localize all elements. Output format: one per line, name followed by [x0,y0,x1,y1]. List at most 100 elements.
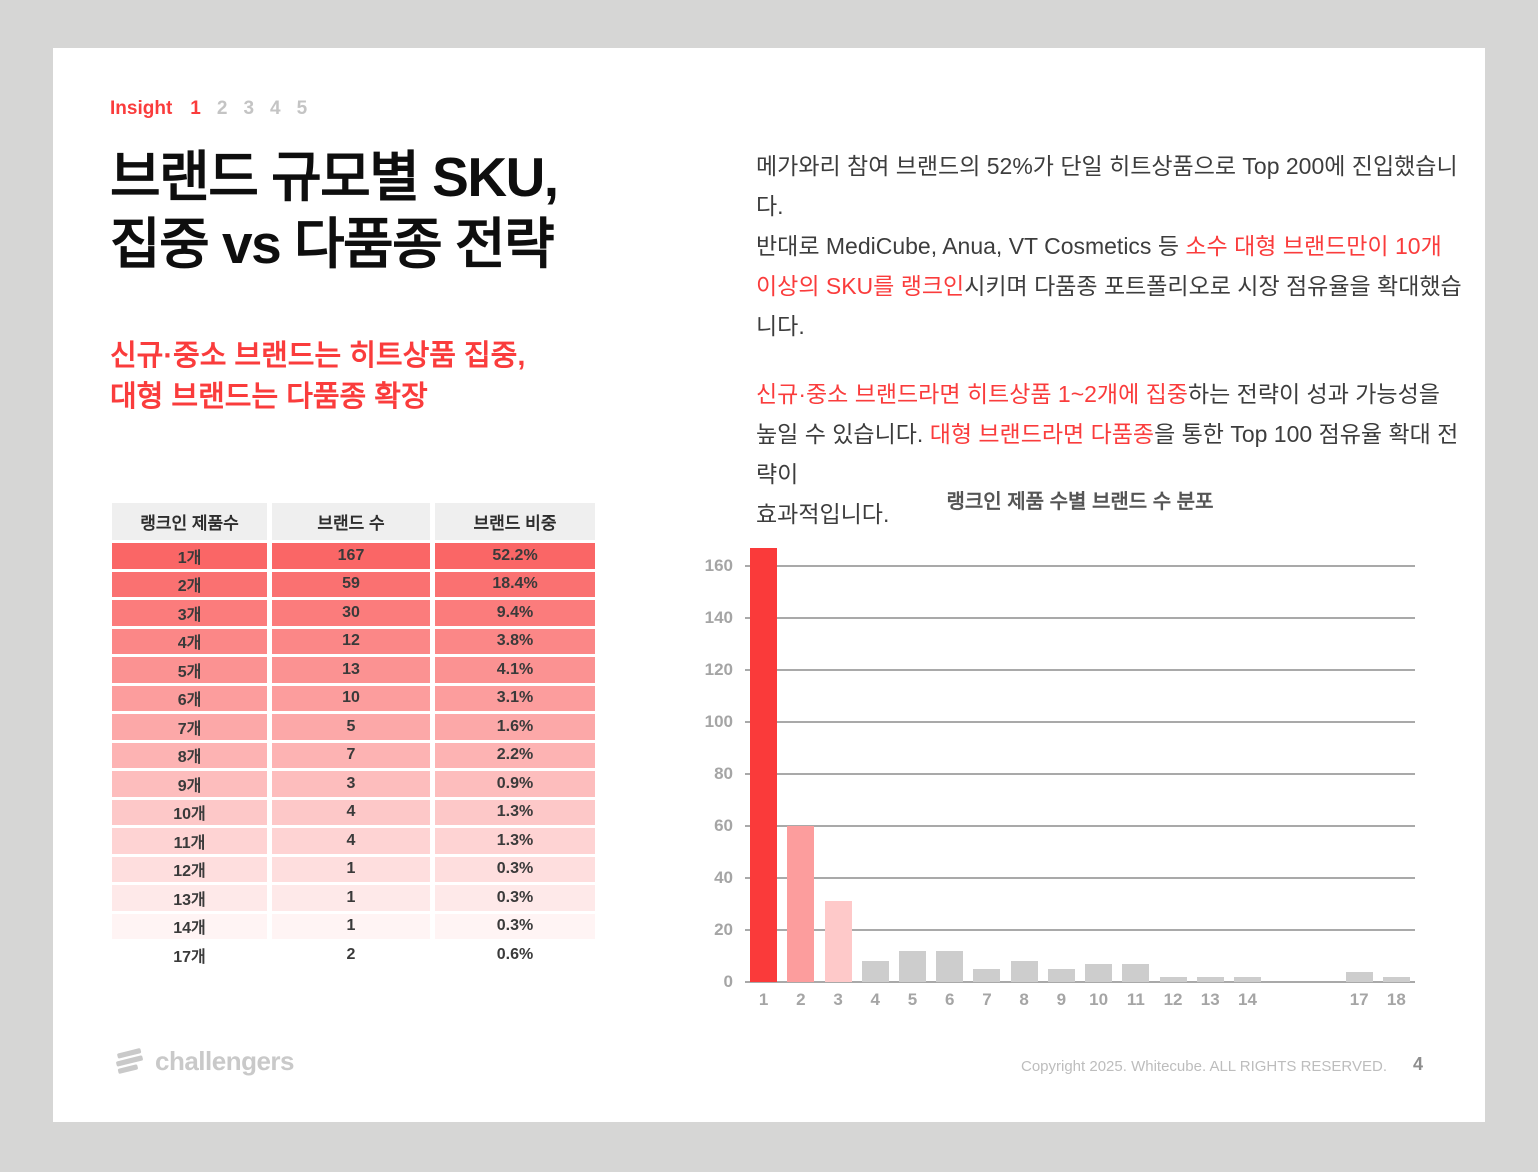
page-number: 4 [1412,1054,1423,1074]
table-cell: 167 [272,543,430,569]
table-cell: 59 [272,571,430,597]
gridline [745,981,1415,983]
nav-item-4[interactable]: 4 [270,98,281,119]
y-axis-tick-label: 60 [714,816,733,836]
table-cell: 1 [272,885,430,911]
table-cell: 7 [272,742,430,768]
table-header-cell: 브랜드 비중 [435,503,595,540]
page-subtitle-line2: 대형 브랜드는 다품종 확장 [110,381,428,413]
x-axis-tick-label: 9 [1056,990,1067,1009]
table-cell: 30 [272,600,430,626]
x-axis-tick-label: 12 [1163,990,1183,1009]
bar-10 [1085,963,1113,982]
bar-8 [1010,961,1038,982]
nav-item-3[interactable]: 3 [243,98,255,119]
gridline [745,565,1415,568]
x-axis-tick-label: 17 [1349,990,1369,1009]
bar-9 [1047,969,1075,982]
bar-1 [750,548,778,982]
table-cell: 18.4% [435,571,595,597]
table-cell: 3 [272,771,430,797]
table-cell: 1개 [112,543,267,569]
table-cell: 8개 [112,742,267,768]
table-cell: 10개 [112,799,267,825]
x-axis-tick-label: 11 [1126,990,1145,1009]
insight-label: Insight [110,98,173,119]
table-cell: 9.4% [435,600,595,626]
nav-item-1[interactable]: 1 [190,98,201,119]
table-cell: 6개 [112,685,267,711]
gridline [745,721,1415,724]
table-cell: 13 [272,657,430,683]
x-axis-tick-label: 1 [758,990,769,1009]
table-cell: 9개 [112,771,267,797]
highlighted-text: 소수 대형 브랜드만이 10개 이상의 SKU를 랭크인 [756,233,1442,299]
table-cell: 0.3% [435,856,595,882]
table-cell: 52.2% [435,543,595,569]
y-axis-tick-label: 20 [714,920,733,940]
highlighted-text: 신규·중소 브랜드라면 히트상품 1~2개에 집중 [756,381,1188,407]
page-title-line1: 브랜드 규모별 SKU, [110,146,559,208]
table-cell: 14개 [112,913,267,939]
table-cell: 5 [272,714,430,740]
x-axis-tick-label: 18 [1386,990,1406,1009]
bar-11 [1122,963,1150,982]
challengers-logo-icon [116,1048,143,1074]
table-header-cell: 랭크인 제품수 [112,503,267,540]
x-axis-tick-label: 5 [907,990,918,1009]
table-cell: 3.8% [435,628,595,654]
table-cell: 17개 [112,942,267,968]
table-cell: 1 [272,913,430,939]
bar-14 [1234,976,1261,982]
x-axis-tick-label: 7 [982,990,992,1009]
bar-3 [824,901,852,982]
table-cell: 4개 [112,628,267,654]
y-axis-tick-label: 0 [723,972,733,991]
insight-description: 메가와리 참여 브랜드의 52%가 단일 히트상품으로 Top 200에 진입했… [756,146,1466,534]
table-cell: 4 [272,799,430,825]
body-text: 을 통한 Top 100 점유율 확대 전략이 효과적입니다. [756,421,1459,527]
bar-2 [787,826,815,982]
page-title-line2: 집중 vs 다품종 전략 [110,213,555,275]
nav-item-2[interactable]: 2 [216,98,228,119]
bar-17 [1345,971,1373,982]
x-axis-tick-label: 3 [833,990,843,1009]
table-cell: 3개 [112,600,267,626]
table-cell: 12 [272,628,430,654]
gridline [745,669,1415,672]
challengers-logo: challengers [110,1045,295,1077]
bar-6 [936,950,964,982]
nav-item-5[interactable]: 5 [296,98,308,119]
table-cell: 1.3% [435,828,595,854]
chart-title: 랭크인 제품 수별 브랜드 수 분포 [946,491,1214,513]
gridline [745,617,1415,620]
y-axis-tick-label: 120 [704,660,733,680]
body-text: 하는 전략이 성과 가능성을 높일 수 있습니다. [756,381,1440,447]
table-cell: 0.3% [435,885,595,911]
y-axis-tick-label: 100 [704,712,733,732]
highlighted-text: 대형 브랜드라면 다품종 [929,421,1155,447]
table-cell: 13개 [112,885,267,911]
x-axis-tick-label: 6 [944,990,955,1009]
y-axis-tick-label: 80 [714,764,733,784]
x-axis-tick-label: 13 [1200,990,1220,1009]
challengers-logo-text: challengers [155,1045,295,1076]
page-subtitle-line1: 신규·중소 브랜드는 히트상품 집중, [110,340,526,372]
page-title: 브랜드 규모별 SKU, 집중 vs 다품종 전략 [110,144,559,278]
bar-4 [861,961,889,982]
table-cell: 0.3% [435,913,595,939]
table-header-cell: 브랜드 수 [272,503,430,540]
bar-7 [973,969,1001,982]
gridline [745,877,1415,880]
gridline [745,825,1415,828]
x-axis-tick-label: 4 [870,990,880,1009]
gridline [745,773,1415,776]
table-cell: 11개 [112,828,267,854]
table-cell: 1.6% [435,714,595,740]
bar-12 [1159,976,1187,982]
table-cell: 10 [272,685,430,711]
